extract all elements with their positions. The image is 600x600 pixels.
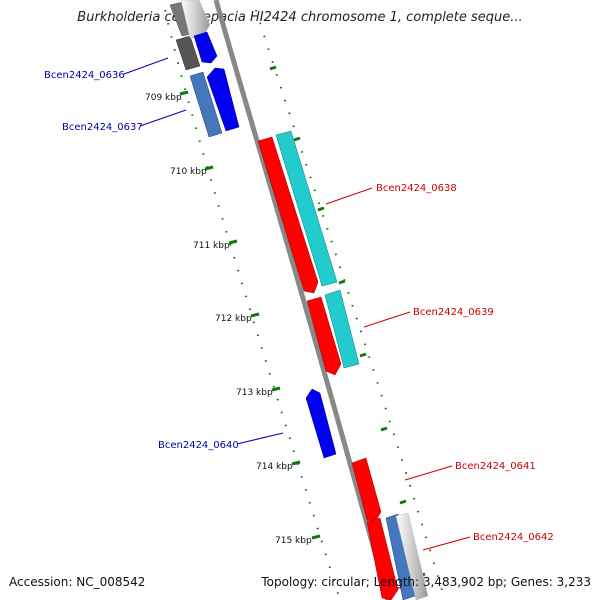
leader-line-0637 xyxy=(139,109,187,127)
leader-line-0642 xyxy=(422,536,471,551)
tick-label-710: 710 kbp xyxy=(170,167,207,177)
gene-label-0641[interactable]: Bcen2424_0641 xyxy=(455,461,536,472)
tick-label-713: 713 kbp xyxy=(236,388,273,398)
gene-label-0637[interactable]: Bcen2424_0637 xyxy=(62,122,143,133)
tick-label-714: 714 kbp xyxy=(256,462,293,472)
tick-710 xyxy=(204,165,214,171)
gene-arrow-forward xyxy=(257,136,319,294)
leader-line-0638 xyxy=(325,187,373,205)
gene-arrow-reverse xyxy=(180,0,211,39)
gene-arrow-forward xyxy=(306,296,342,376)
outer-tick xyxy=(269,65,277,71)
cds-arrow-forward xyxy=(324,289,360,369)
tick-label-715: 715 kbp xyxy=(275,536,312,546)
genome-summary-text: Topology: circular; Length: 3,483,902 bp… xyxy=(261,575,591,589)
gene-feature-0641[interactable] xyxy=(351,457,382,523)
tick-714 xyxy=(291,460,301,466)
gene-feature-0638[interactable] xyxy=(257,130,338,294)
tick-label-709: 709 kbp xyxy=(145,93,182,103)
outer-tick xyxy=(338,279,346,285)
outer-tick xyxy=(317,206,325,212)
tick-709 xyxy=(179,90,189,96)
gene-feature-0637[interactable] xyxy=(189,67,240,138)
tick-713 xyxy=(271,386,281,392)
cds-arrow-forward xyxy=(275,130,338,287)
gene-label-0642[interactable]: Bcen2424_0642 xyxy=(473,532,554,543)
gene-feature-0636[interactable] xyxy=(169,0,218,71)
gene-arrow-reverse xyxy=(193,31,218,64)
backbone-line xyxy=(213,0,391,600)
outer-tick xyxy=(359,352,367,358)
gene-arrow-forward xyxy=(366,517,399,600)
cds-arrow-forward xyxy=(395,512,429,600)
outer-tick xyxy=(399,499,407,505)
leader-line-0641 xyxy=(404,465,453,481)
gene-label-0639[interactable]: Bcen2424_0639 xyxy=(413,307,494,318)
outer-tick xyxy=(380,426,388,432)
gene-feature-0640[interactable] xyxy=(305,388,337,459)
outer-guide-track xyxy=(255,9,446,600)
tick-712 xyxy=(250,312,260,318)
gene-feature-0639[interactable] xyxy=(306,289,360,376)
gene-arrow-reverse xyxy=(206,67,240,132)
scale-ticks xyxy=(179,90,321,540)
gene-label-0638[interactable]: Bcen2424_0638 xyxy=(376,183,457,194)
outer-track-ticks xyxy=(269,65,426,578)
leader-line-0640 xyxy=(236,432,284,445)
gene-label-0636[interactable]: Bcen2424_0636 xyxy=(44,70,125,81)
cds-arrow-reverse xyxy=(189,71,223,138)
gene-arrow-other xyxy=(175,35,201,71)
tick-711 xyxy=(228,239,238,245)
leader-line-0639 xyxy=(363,311,411,328)
outer-tick xyxy=(293,136,301,142)
gene-feature-0642[interactable] xyxy=(366,512,429,600)
gene-label-0640[interactable]: Bcen2424_0640 xyxy=(158,440,239,451)
accession-text: Accession: NC_008542 xyxy=(9,575,146,589)
leader-line-0636 xyxy=(123,57,169,75)
tick-715 xyxy=(311,534,321,540)
tick-label-712: 712 kbp xyxy=(215,314,252,324)
gene-arrow-reverse xyxy=(305,388,337,459)
tick-label-711: 711 kbp xyxy=(193,241,230,251)
gene-arrow-forward xyxy=(351,457,382,523)
